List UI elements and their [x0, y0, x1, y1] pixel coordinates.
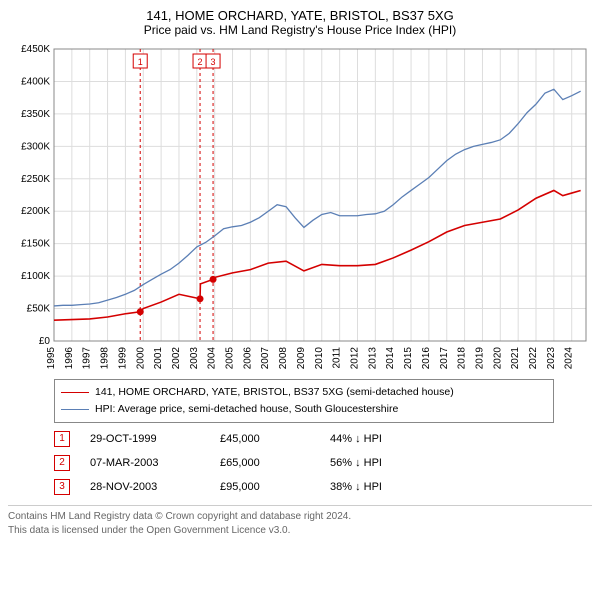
- footer-attribution: Contains HM Land Registry data © Crown c…: [8, 505, 592, 538]
- x-tick-label: 2009: [296, 347, 307, 370]
- x-tick-label: 2007: [260, 347, 271, 370]
- y-tick-label: £50K: [27, 304, 51, 315]
- x-tick-label: 2006: [242, 347, 253, 370]
- x-tick-label: 2018: [457, 347, 468, 370]
- x-tick-label: 2019: [474, 347, 485, 370]
- event-marker-dot: [210, 276, 217, 283]
- series-hpi: [54, 89, 581, 306]
- legend: 141, HOME ORCHARD, YATE, BRISTOL, BS37 5…: [54, 379, 554, 423]
- event-row: 2 07-MAR-2003 £65,000 56% ↓ HPI: [54, 451, 554, 475]
- x-tick-label: 2014: [385, 347, 396, 370]
- x-tick-label: 2003: [189, 347, 200, 370]
- x-tick-label: 1995: [46, 347, 57, 370]
- y-tick-label: £0: [39, 336, 51, 347]
- y-tick-label: £350K: [21, 109, 50, 120]
- event-date: 07-MAR-2003: [90, 457, 200, 469]
- y-tick-label: £400K: [21, 76, 50, 87]
- event-row: 1 29-OCT-1999 £45,000 44% ↓ HPI: [54, 427, 554, 451]
- y-tick-label: £150K: [21, 239, 50, 250]
- event-row: 3 28-NOV-2003 £95,000 38% ↓ HPI: [54, 475, 554, 499]
- x-tick-label: 2016: [421, 347, 432, 370]
- line-chart: £0 £50K £100K £150K £200K £250K £300K £350K £400…: [8, 43, 592, 373]
- event-hpi-delta: 44% ↓ HPI: [330, 433, 420, 445]
- event-num-box: 1: [54, 431, 70, 447]
- event-num-box: 3: [54, 479, 70, 495]
- footer-line1: Contains HM Land Registry data © Crown c…: [8, 510, 592, 524]
- event-table: 1 29-OCT-1999 £45,000 44% ↓ HPI 2 07-MAR-2003…: [54, 427, 554, 499]
- event-price: £65,000: [220, 457, 310, 469]
- event-price: £95,000: [220, 481, 310, 493]
- event-hpi-delta: 56% ↓ HPI: [330, 457, 420, 469]
- x-tick-label: 2004: [207, 347, 218, 370]
- x-tick-label: 2017: [439, 347, 450, 370]
- x-tick-label: 2020: [492, 347, 503, 370]
- x-tick-label: 2024: [564, 347, 575, 370]
- y-tick-label: £300K: [21, 141, 50, 152]
- legend-label: HPI: Average price, semi-detached house,…: [95, 401, 398, 418]
- x-tick-label: 2010: [314, 347, 325, 370]
- event-hpi-delta: 38% ↓ HPI: [330, 481, 420, 493]
- event-date: 29-OCT-1999: [90, 433, 200, 445]
- y-tick-label: £100K: [21, 271, 50, 282]
- legend-item: 141, HOME ORCHARD, YATE, BRISTOL, BS37 5…: [61, 384, 547, 401]
- event-price: £45,000: [220, 433, 310, 445]
- x-tick-label: 2011: [332, 347, 343, 369]
- x-tick-label: 2001: [153, 347, 164, 370]
- event-num-box: 2: [54, 455, 70, 471]
- x-tick-label: 2022: [528, 347, 539, 370]
- x-tick-label: 2000: [135, 347, 146, 370]
- x-tick-label: 1998: [100, 347, 111, 370]
- x-tick-label: 2008: [278, 347, 289, 370]
- chart-title-block: 141, HOME ORCHARD, YATE, BRISTOL, BS37 5…: [8, 8, 592, 37]
- x-tick-label: 2002: [171, 347, 182, 370]
- legend-swatch: [61, 409, 89, 410]
- chart-container: £0 £50K £100K £150K £200K £250K £300K £350K £400…: [8, 43, 592, 373]
- x-tick-label: 1996: [64, 347, 75, 370]
- event-marker-num: 3: [211, 57, 216, 67]
- series-property: [54, 190, 581, 320]
- legend-item: HPI: Average price, semi-detached house,…: [61, 401, 547, 418]
- legend-label: 141, HOME ORCHARD, YATE, BRISTOL, BS37 5…: [95, 384, 454, 401]
- event-marker-dot: [197, 295, 204, 302]
- y-tick-label: £250K: [21, 174, 50, 185]
- event-marker-dot: [137, 308, 144, 315]
- x-tick-label: 2023: [546, 347, 557, 370]
- x-tick-label: 2012: [349, 347, 360, 370]
- x-tick-label: 1997: [82, 347, 93, 370]
- chart-title-line2: Price paid vs. HM Land Registry's House …: [8, 23, 592, 37]
- event-date: 28-NOV-2003: [90, 481, 200, 493]
- y-tick-label: £450K: [21, 44, 50, 55]
- legend-swatch: [61, 392, 89, 393]
- chart-title-line1: 141, HOME ORCHARD, YATE, BRISTOL, BS37 5…: [8, 8, 592, 23]
- event-marker-num: 2: [198, 57, 203, 67]
- x-tick-label: 2015: [403, 347, 414, 370]
- footer-line2: This data is licensed under the Open Gov…: [8, 524, 592, 538]
- y-tick-label: £200K: [21, 206, 50, 217]
- x-tick-label: 2005: [225, 347, 236, 370]
- x-tick-label: 2021: [510, 347, 521, 370]
- x-tick-label: 1999: [117, 347, 128, 370]
- x-tick-label: 2013: [367, 347, 378, 370]
- event-marker-num: 1: [138, 57, 143, 67]
